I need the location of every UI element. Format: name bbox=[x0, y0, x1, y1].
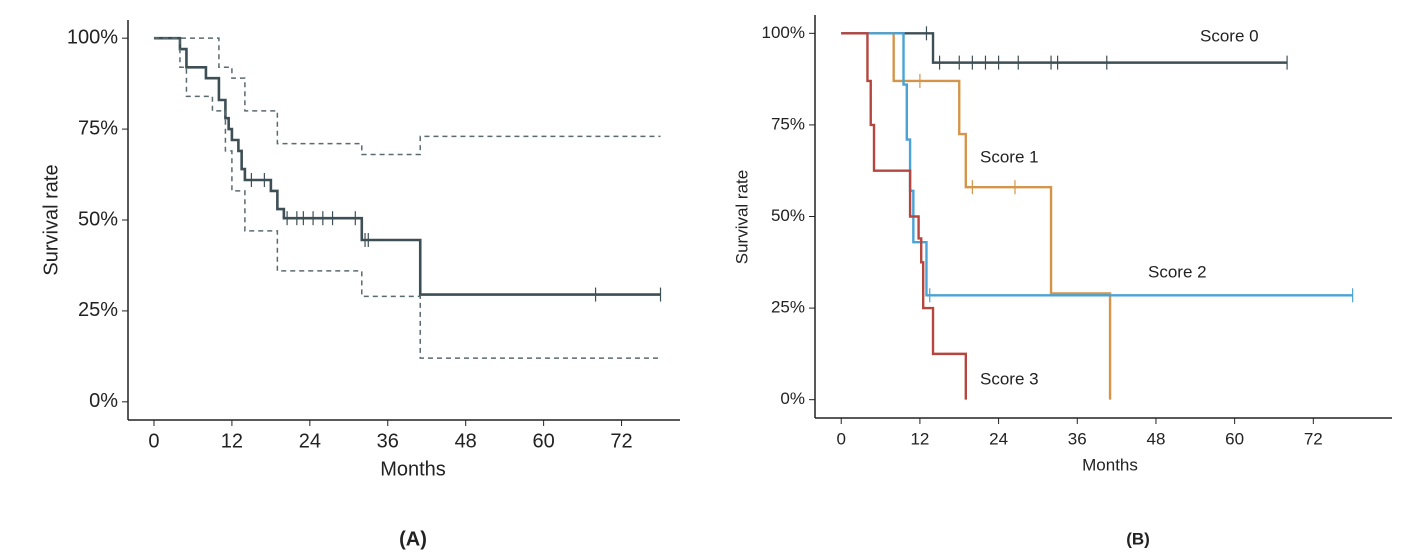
y-tick-label: 100% bbox=[762, 23, 805, 42]
x-tick-label: 24 bbox=[299, 430, 321, 452]
y-tick-label: 0% bbox=[89, 390, 118, 412]
y-tick-label: 50% bbox=[78, 208, 118, 230]
panel-a: Months Survival rate (A) 0% 25% 50% 75% 100%… bbox=[40, 20, 680, 550]
y-tick-label: 50% bbox=[771, 206, 805, 225]
x-tick-label: 0 bbox=[836, 429, 845, 448]
survival-curve bbox=[153, 36, 661, 296]
y-tick-label: 75% bbox=[78, 117, 118, 139]
series-label: Score 2 bbox=[1148, 262, 1207, 281]
y-axis-title: Survival rate bbox=[732, 170, 751, 264]
survival-curve bbox=[841, 32, 1112, 400]
series-label: Score 3 bbox=[980, 369, 1039, 388]
panel-label: (B) bbox=[1126, 529, 1150, 548]
x-tick-label: 12 bbox=[221, 430, 243, 452]
x-tick-label: 36 bbox=[377, 430, 399, 452]
x-tick-label: 48 bbox=[455, 430, 477, 452]
x-tick-label: 0 bbox=[148, 430, 159, 452]
y-tick-label: 75% bbox=[771, 114, 805, 133]
x-tick-label: 60 bbox=[532, 430, 554, 452]
x-tick-label: 36 bbox=[1068, 429, 1087, 448]
survival-curve bbox=[153, 37, 661, 156]
x-axis-title: Months bbox=[380, 458, 446, 480]
y-tick-label: 25% bbox=[771, 298, 805, 317]
survival-curve bbox=[841, 32, 968, 400]
x-tick-label: 24 bbox=[989, 429, 1008, 448]
x-tick-label: 48 bbox=[1146, 429, 1165, 448]
x-tick-label: 72 bbox=[1304, 429, 1323, 448]
y-tick-label: 100% bbox=[67, 26, 118, 48]
series-label: Score 1 bbox=[980, 147, 1039, 166]
x-tick-label: 12 bbox=[910, 429, 929, 448]
panel-b: Months Survival rate Score 0 Score 1 Sco… bbox=[732, 15, 1392, 548]
survival-curve bbox=[841, 32, 1353, 297]
series-label: Score 0 bbox=[1200, 26, 1259, 45]
x-tick-label: 60 bbox=[1225, 429, 1244, 448]
y-tick-label: 25% bbox=[78, 299, 118, 321]
x-axis-title: Months bbox=[1082, 455, 1138, 474]
y-tick-label: 0% bbox=[780, 389, 805, 408]
survival-curve bbox=[153, 37, 661, 359]
x-tick-label: 72 bbox=[610, 430, 632, 452]
panel-label: (A) bbox=[399, 528, 427, 550]
y-axis-title: Survival rate bbox=[40, 164, 62, 275]
